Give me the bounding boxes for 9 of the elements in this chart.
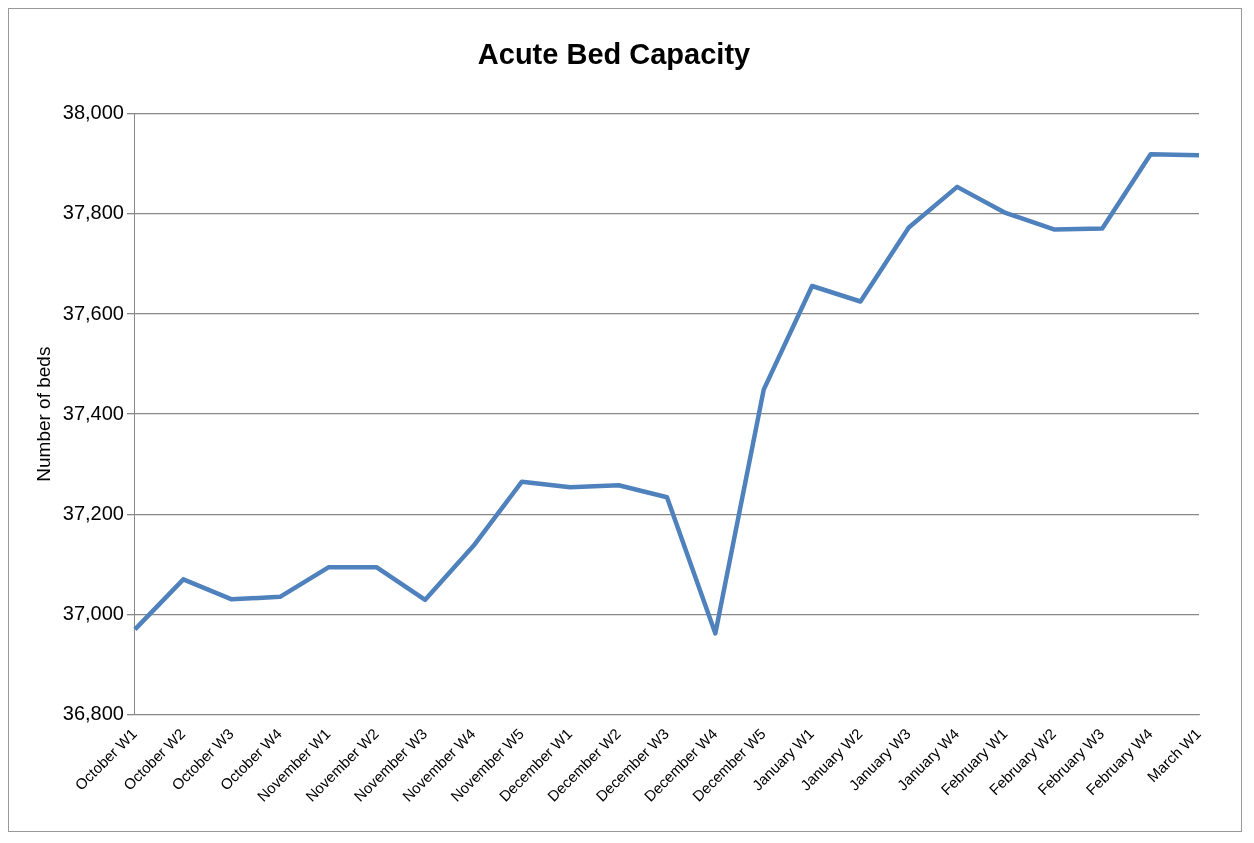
- y-tick-label: 37,600: [62, 301, 124, 324]
- y-tick-label: 37,800: [62, 201, 124, 224]
- y-axis-title: Number of beds: [32, 346, 54, 482]
- chart-title: Acute Bed Capacity: [477, 38, 751, 71]
- y-tick-label: 37,000: [62, 601, 124, 624]
- y-tick-label: 37,400: [62, 401, 124, 424]
- y-tick-label: 37,200: [62, 501, 124, 524]
- y-tick-label: 38,000: [62, 101, 124, 124]
- y-tick-label: 36,800: [62, 702, 124, 724]
